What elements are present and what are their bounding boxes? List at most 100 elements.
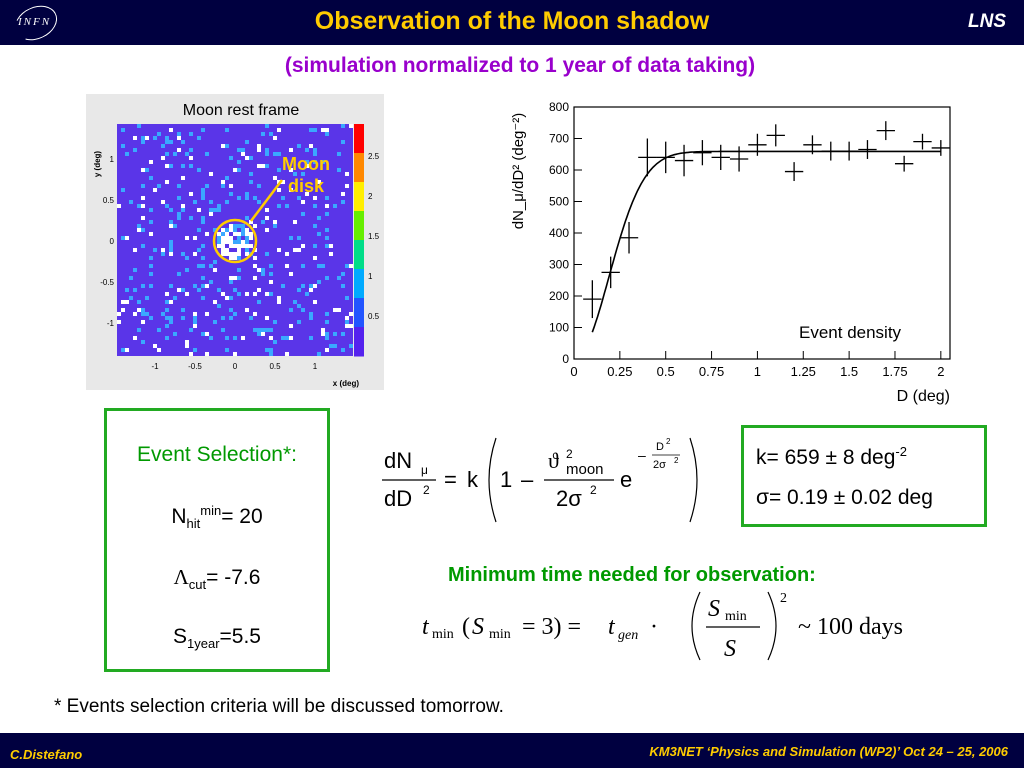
heatmap-cell <box>337 276 341 280</box>
heatmap-cell <box>233 224 237 228</box>
heatmap-cell <box>177 216 181 220</box>
heatmap-cell <box>301 244 305 248</box>
heatmap-cell <box>293 220 297 224</box>
heatmap-cell <box>181 176 185 180</box>
eq2-dot: · <box>650 614 658 640</box>
heatmap-cell <box>245 228 249 232</box>
heatmap-cell <box>233 168 237 172</box>
heatmap-cell <box>225 348 229 352</box>
eq-lhs-den: dD <box>384 486 412 511</box>
heatmap-cell <box>269 336 273 340</box>
heatmap-cell <box>301 308 305 312</box>
heatmap-cell <box>253 196 257 200</box>
heatmap-cell <box>341 124 345 128</box>
footnote: * Events selection criteria will be disc… <box>54 696 504 717</box>
eq-exp-num: D <box>656 441 664 453</box>
heatmap-cell <box>277 248 281 252</box>
heatmap-cell <box>229 156 233 160</box>
heatmap-cell <box>349 264 353 268</box>
heatmap-cell <box>149 208 153 212</box>
x-tick-label: 1.75 <box>882 364 907 379</box>
heatmap-cell <box>237 240 241 244</box>
logo-text: INFN <box>18 16 52 28</box>
heatmap-cell <box>193 316 197 320</box>
heatmap-cell <box>169 252 173 256</box>
sigma-result: σ= 0.19 ± 0.02 deg <box>756 486 933 509</box>
heatmap-cell <box>269 272 273 276</box>
heatmap-cell <box>245 240 249 244</box>
heatmap-cell <box>137 204 141 208</box>
heatmap-cell <box>325 312 329 316</box>
heatmap-cell <box>265 316 269 320</box>
heatmap-cell <box>269 292 273 296</box>
heatmap-cell <box>313 256 317 260</box>
heatmap-cell <box>149 264 153 268</box>
eq-left-paren <box>488 437 497 523</box>
heatmap-cell <box>249 232 253 236</box>
heatmap-cell <box>281 180 285 184</box>
heatmap-cell <box>225 252 229 256</box>
heatmap-cell <box>169 140 173 144</box>
eq2-gen-sub: gen <box>618 628 638 643</box>
heatmap-cell <box>237 148 241 152</box>
eq-one: 1 <box>500 467 512 492</box>
heatmap-cell <box>149 256 153 260</box>
eq-exp-minus: – <box>638 447 646 463</box>
heatmap-cell <box>169 320 173 324</box>
heatmap-cell <box>297 288 301 292</box>
heatmap-cell <box>289 236 293 240</box>
colorbar-segment <box>354 298 364 328</box>
heatmap-cell <box>325 348 329 352</box>
heatmap-cell <box>229 228 233 232</box>
heatmap-cell <box>269 348 273 352</box>
heatmap-cell <box>273 176 277 180</box>
selection-heading: Event Selection*: <box>137 443 297 466</box>
heatmap-cell <box>149 220 153 224</box>
heatmap-cell <box>345 184 349 188</box>
heatmap-cell <box>189 132 193 136</box>
heatmap-cell <box>345 324 349 328</box>
heatmap-cell <box>141 184 145 188</box>
heatmap-cell <box>209 200 213 204</box>
event-density-chart: 0 0.25 0.5 0.75 1 1.25 1.5 1.75 2 0 100 200 300 400 50… <box>505 96 965 406</box>
heatmap-cell <box>269 264 273 268</box>
heatmap-cell <box>213 268 217 272</box>
heatmap-cell <box>225 228 229 232</box>
heatmap-cell <box>265 124 269 128</box>
heatmap-cell <box>205 152 209 156</box>
fit-results-box: k= 659 ± 8 deg-2 σ= 0.19 ± 0.02 deg <box>741 425 987 527</box>
heatmap-cell <box>181 140 185 144</box>
heatmap-cell <box>121 308 125 312</box>
heatmap-cell <box>137 308 141 312</box>
heatmap-y-tick: 1 <box>110 155 115 164</box>
heatmap-cell <box>149 272 153 276</box>
heatmap-cell <box>321 264 325 268</box>
slide-title: Observation of the Moon shadow <box>314 7 710 35</box>
heatmap-cell <box>149 176 153 180</box>
eq-lhs-sub: μ <box>421 463 428 477</box>
heatmap-cell <box>221 184 225 188</box>
heatmap-cell <box>241 224 245 228</box>
heatmap-cell <box>129 296 133 300</box>
heatmap-cell <box>201 220 205 224</box>
heatmap-cell <box>309 128 313 132</box>
heatmap-cell <box>221 328 225 332</box>
eq2-exponent: 2 <box>780 591 787 606</box>
heatmap-cell <box>157 348 161 352</box>
heatmap-cell <box>197 228 201 232</box>
heatmap-cell <box>221 144 225 148</box>
y-tick-label: 500 <box>549 195 569 209</box>
heatmap-cell <box>289 148 293 152</box>
heatmap-cell <box>253 256 257 260</box>
heatmap-cell <box>225 240 229 244</box>
heatmap-cell <box>297 304 301 308</box>
heatmap-cell <box>301 200 305 204</box>
heatmap-cell <box>329 244 333 248</box>
s-label: S <box>172 625 187 648</box>
heatmap-cell <box>273 320 277 324</box>
heatmap-cell <box>197 168 201 172</box>
conference-label: KM3NET ‘Physics and Simulation (WP2)’ Oc… <box>649 744 1008 759</box>
heatmap-cell <box>333 332 337 336</box>
heatmap-cell <box>225 248 229 252</box>
heatmap-cell <box>213 228 217 232</box>
